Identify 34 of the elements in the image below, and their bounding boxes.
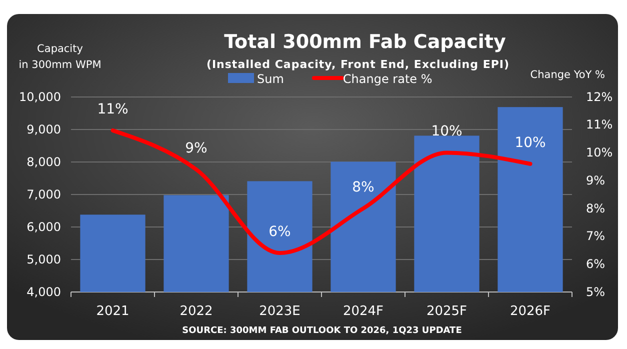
data-label: 10% [431,124,462,140]
y2-tick-label: 11% [586,118,613,132]
x-tick-label: 2021 [96,304,130,320]
y-tick-label: 10,000 [19,90,61,104]
y-tick-label: 8,000 [26,154,61,169]
y2-tick-label: 12% [586,90,613,104]
y-axis-title: Capacity in 300mm WPM [18,43,102,71]
x-tick-label: 2022 [180,304,213,320]
data-label: 9% [185,140,208,156]
source-note: SOURCE: 300MM FAB OUTLOOK TO 2026, 1Q23 UPDATE [182,326,462,336]
legend-label: Sum [257,72,284,86]
x-tick-label: 2026F [510,304,551,320]
x-tick-label: 2023E [259,304,300,320]
data-label: 10% [514,134,546,151]
y2-tick-label: 7% [586,229,606,244]
x-tick-label: 2025F [426,304,468,320]
y-tick-label: 5,000 [26,252,61,266]
chart-subtitle: (Installed Capacity, Front End, Excluding EPI) [206,58,510,71]
y2-tick-label: 6% [586,256,606,271]
legend-label: Change rate % [342,72,432,86]
y-tick-label: 4,000 [26,284,61,299]
x-tick-label: 2024F [342,304,384,320]
y2-tick-label: 8% [586,201,606,216]
y-tick-label: 9,000 [26,122,61,136]
data-label: 11% [97,101,128,118]
y-tick-label: 6,000 [26,220,61,234]
data-label: 8% [352,179,374,196]
y2-tick-label: 10% [586,146,613,160]
y2-tick-label: 5% [586,284,606,299]
y2-axis-title: Change YoY % [530,69,606,81]
y-tick-label: 7,000 [26,187,61,202]
y2-tick-label: 9% [586,173,606,188]
chart-title: Total 300mm Fab Capacity [224,31,506,53]
data-label: 6% [268,224,291,240]
